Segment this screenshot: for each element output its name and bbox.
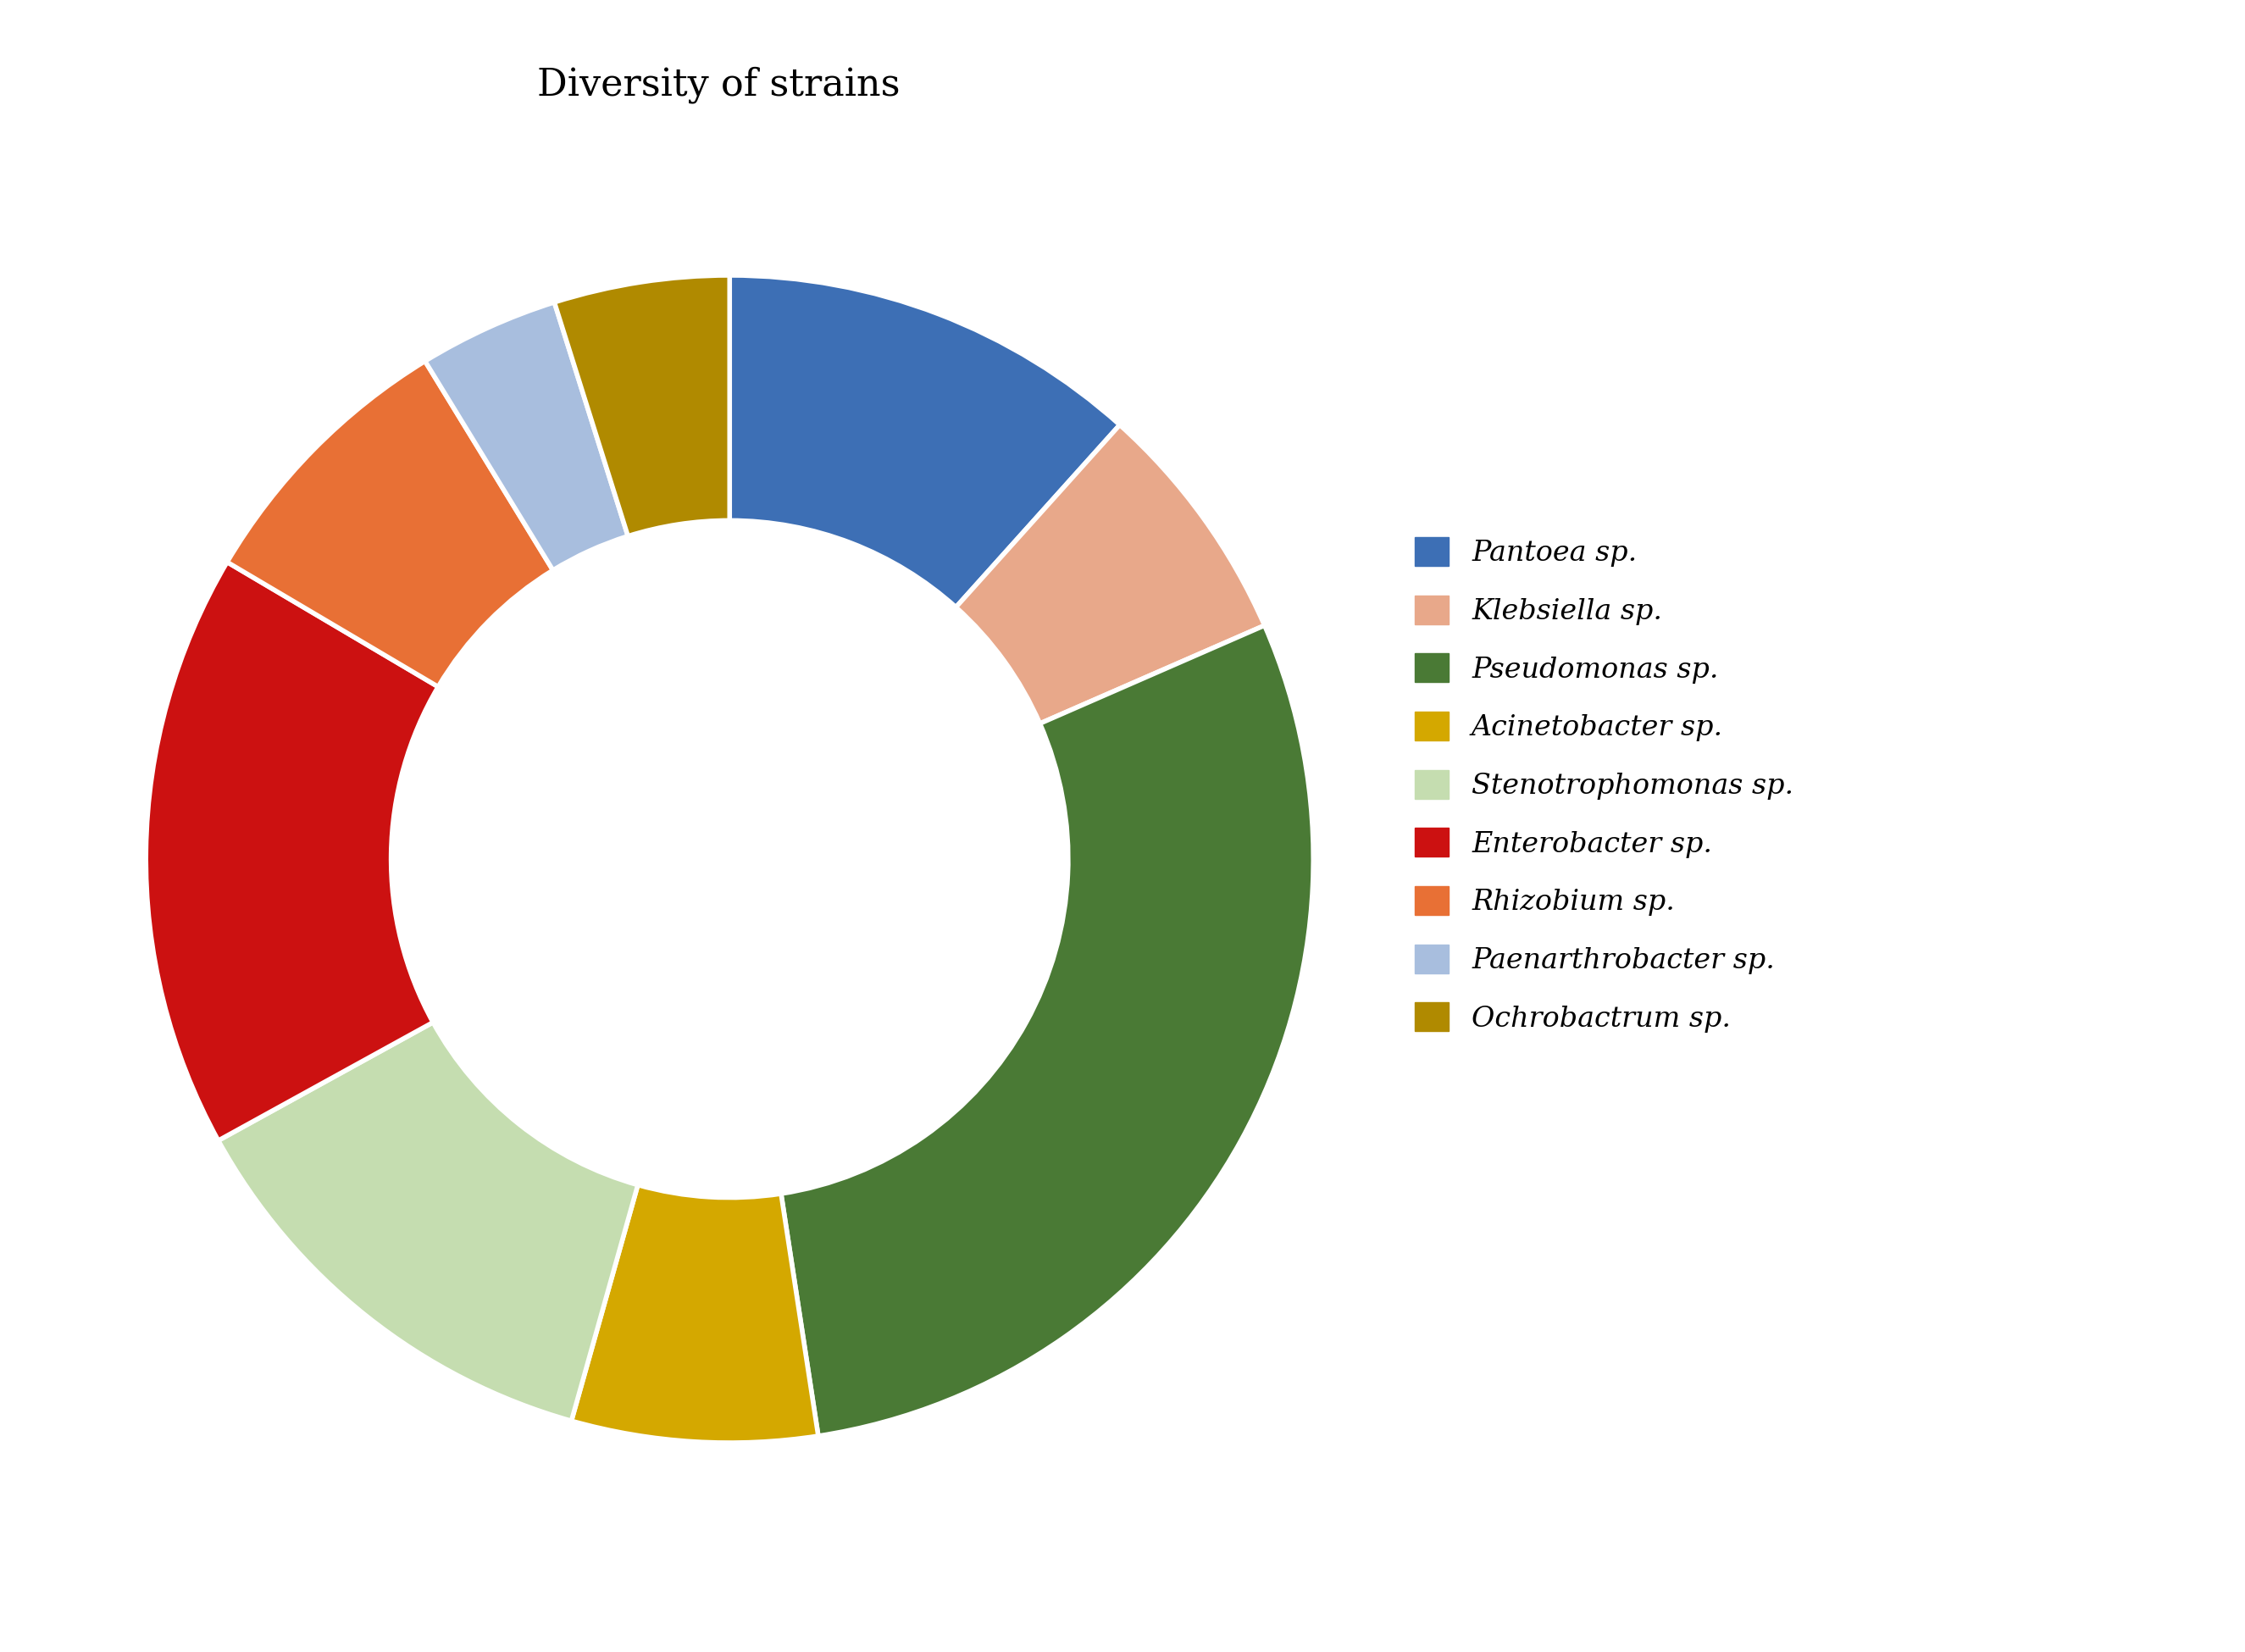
- Wedge shape: [572, 1184, 817, 1442]
- Wedge shape: [781, 626, 1313, 1436]
- Wedge shape: [424, 302, 629, 570]
- Wedge shape: [730, 276, 1120, 608]
- Wedge shape: [555, 276, 730, 537]
- Wedge shape: [227, 362, 552, 687]
- Legend: Pantoea sp., Klebsiella sp., Pseudomonas sp., Acinetobacter sp., Stenotrophomona: Pantoea sp., Klebsiella sp., Pseudomonas…: [1403, 525, 1805, 1044]
- Wedge shape: [218, 1023, 638, 1421]
- Wedge shape: [956, 425, 1264, 724]
- Wedge shape: [146, 562, 438, 1140]
- Text: Diversity of strains: Diversity of strains: [537, 66, 900, 102]
